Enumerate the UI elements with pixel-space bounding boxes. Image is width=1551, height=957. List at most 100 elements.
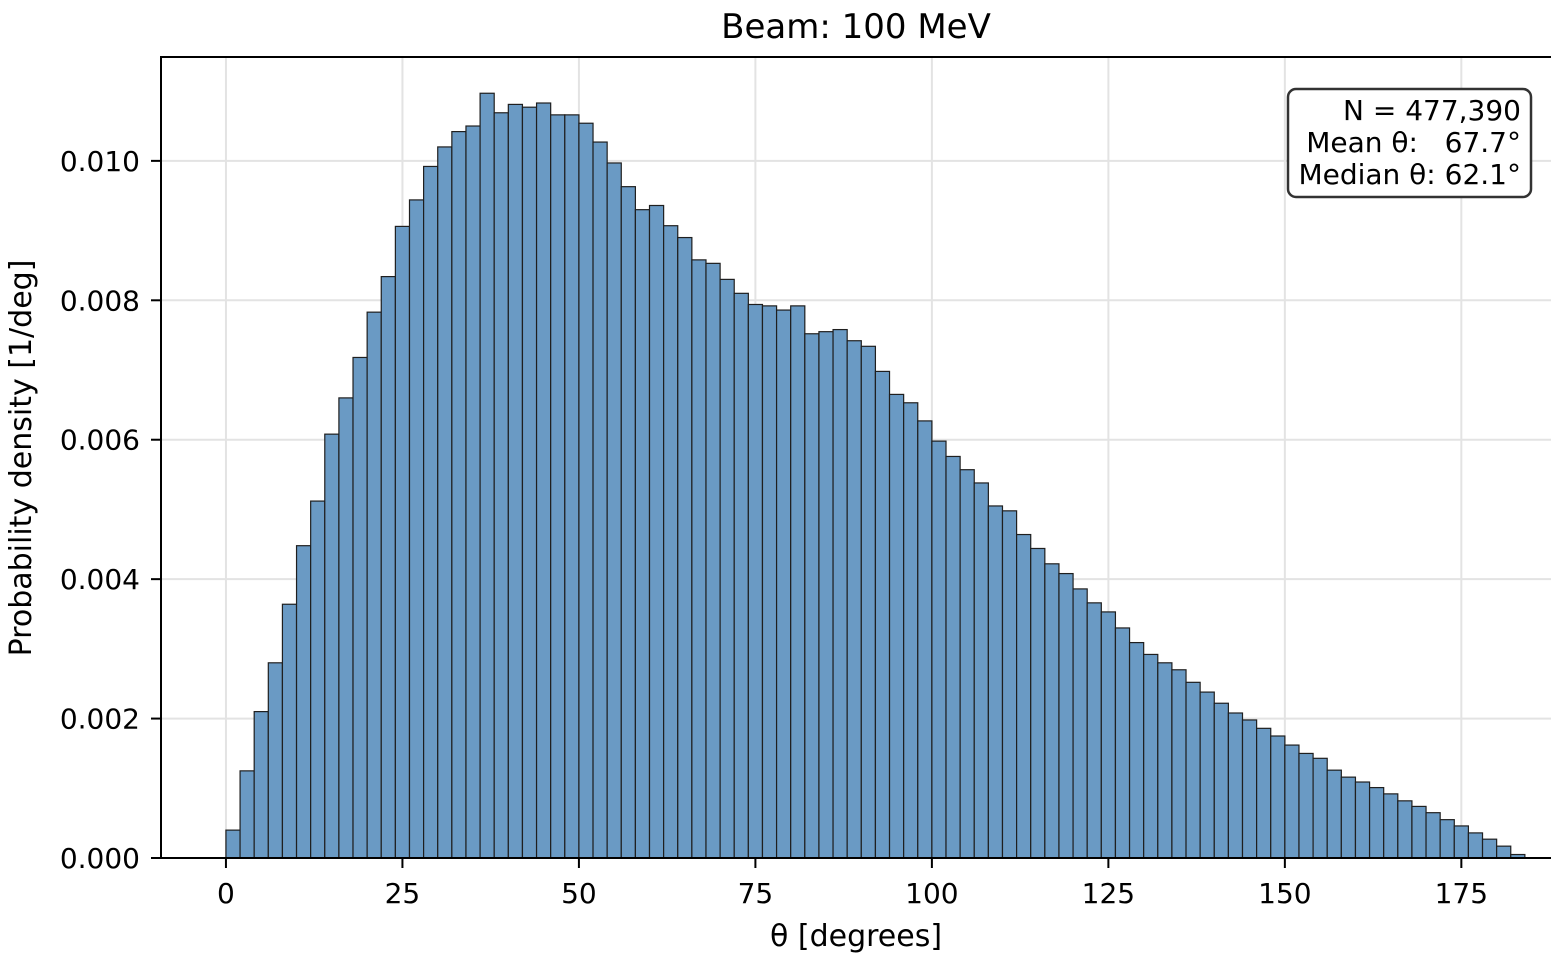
x-tick-label: 100 — [905, 877, 958, 910]
stats-box: N = 477,390 Mean θ: 67.7° Median θ: 62.1… — [1286, 87, 1533, 199]
histogram-bar — [366, 311, 382, 859]
histogram-bar — [1298, 752, 1314, 859]
histogram-bar — [888, 393, 905, 859]
histogram-bar — [521, 106, 538, 859]
histogram-bar — [959, 469, 975, 859]
x-tick-label: 175 — [1435, 877, 1488, 910]
histogram-bar — [804, 333, 820, 859]
x-axis-ticks: 0 25 50 75 100 125 150 175 — [217, 858, 1488, 910]
histogram-bar — [917, 420, 933, 859]
histogram-bar — [1171, 669, 1187, 859]
stats-median: Median θ: 62.1° — [1298, 158, 1521, 191]
x-tick-label: 150 — [1258, 877, 1311, 910]
histogram-bar — [1199, 691, 1215, 859]
histogram-bar — [761, 305, 778, 859]
histogram-bar — [578, 122, 594, 859]
histogram-bar — [945, 455, 961, 859]
histogram-bar — [1383, 793, 1399, 859]
y-tick-label: 0.008 — [60, 284, 140, 317]
histogram-bar — [267, 662, 284, 859]
histogram-bar — [620, 186, 636, 859]
histogram-bar — [1397, 800, 1413, 859]
histogram-bar — [832, 328, 848, 859]
histogram-bars — [225, 92, 1526, 859]
histogram-bar — [606, 162, 622, 859]
histogram-bar — [1213, 702, 1229, 859]
histogram-bar — [380, 275, 396, 859]
histogram-bar — [408, 199, 425, 859]
histogram-bar — [860, 345, 877, 859]
y-axis-ticks: 0.000 0.002 0.004 0.006 0.008 0.010 — [60, 145, 161, 875]
histogram-bar — [324, 433, 340, 859]
histogram-bar — [747, 303, 764, 859]
histogram-bar — [281, 603, 298, 859]
x-tick-label: 125 — [1082, 877, 1135, 910]
histogram-bar — [437, 146, 453, 859]
histogram-bar — [1185, 681, 1201, 859]
histogram-bar — [310, 500, 326, 859]
histogram-bar — [507, 103, 524, 859]
histogram-bar — [1016, 533, 1032, 859]
histogram-bar — [535, 102, 552, 859]
x-tick-label: 25 — [385, 877, 421, 910]
histogram-bar — [564, 114, 580, 859]
histogram-bar — [1030, 547, 1046, 859]
histogram-bar — [338, 397, 354, 859]
chart-title: Beam: 100 MeV — [721, 7, 991, 47]
x-axis-label: θ [degrees] — [770, 919, 942, 954]
histogram-bar — [1496, 845, 1512, 859]
histogram-bar — [1425, 812, 1441, 859]
plot-area-frame — [160, 56, 1551, 859]
stats-mean: Mean θ: 67.7° — [1306, 126, 1521, 159]
y-tick-label: 0.002 — [60, 703, 140, 736]
histogram-bar — [1227, 712, 1244, 859]
histogram-bar — [239, 770, 255, 859]
histogram-bar — [479, 92, 495, 859]
histogram-bar — [1128, 641, 1145, 859]
histogram-bar — [987, 505, 1004, 859]
histogram-bar — [1453, 825, 1470, 859]
histogram-bar — [1467, 832, 1484, 859]
y-tick-label: 0.000 — [60, 842, 140, 875]
histogram-bar — [818, 331, 834, 859]
x-tick-label: 75 — [738, 877, 774, 910]
stats-box-frame — [1286, 87, 1533, 199]
histogram-bar — [705, 262, 721, 859]
histogram-bar — [1368, 786, 1385, 859]
x-tick-label: 50 — [561, 877, 597, 910]
histogram-bar — [592, 141, 608, 859]
histogram-bar — [295, 545, 312, 859]
histogram-bar — [846, 340, 862, 859]
histogram-bar — [1312, 757, 1328, 859]
histogram-bar — [225, 829, 241, 859]
histogram-bar — [465, 125, 481, 859]
histogram-bar — [903, 402, 919, 859]
histogram-bar — [1001, 510, 1018, 859]
y-tick-label: 0.004 — [60, 563, 140, 596]
histogram-bar — [1157, 662, 1173, 859]
histogram-bar — [1340, 776, 1357, 859]
y-tick-label: 0.006 — [60, 424, 140, 457]
histogram-bar — [1411, 805, 1427, 859]
histogram-bar — [931, 440, 947, 859]
histogram-bar — [634, 209, 651, 859]
histogram-bar — [1114, 627, 1131, 859]
histogram-bar — [775, 309, 792, 859]
histogram-bar — [550, 114, 566, 859]
histogram-bar — [691, 259, 707, 859]
histogram-bar — [493, 112, 509, 859]
histogram-bar — [1256, 727, 1272, 859]
histogram-bar — [1270, 735, 1286, 859]
histogram-bar — [1058, 572, 1074, 859]
x-tick-label: 0 — [217, 877, 235, 910]
histogram-bar — [394, 225, 411, 859]
histogram-bar — [874, 370, 891, 859]
histogram-bar — [677, 236, 693, 859]
histogram-bar — [253, 711, 269, 859]
histogram-bar — [719, 278, 735, 859]
histogram-bar — [1143, 653, 1159, 859]
histogram-bar — [352, 356, 368, 859]
stats-count: N = 477,390 — [1343, 94, 1521, 127]
histogram-bar — [1326, 769, 1342, 859]
